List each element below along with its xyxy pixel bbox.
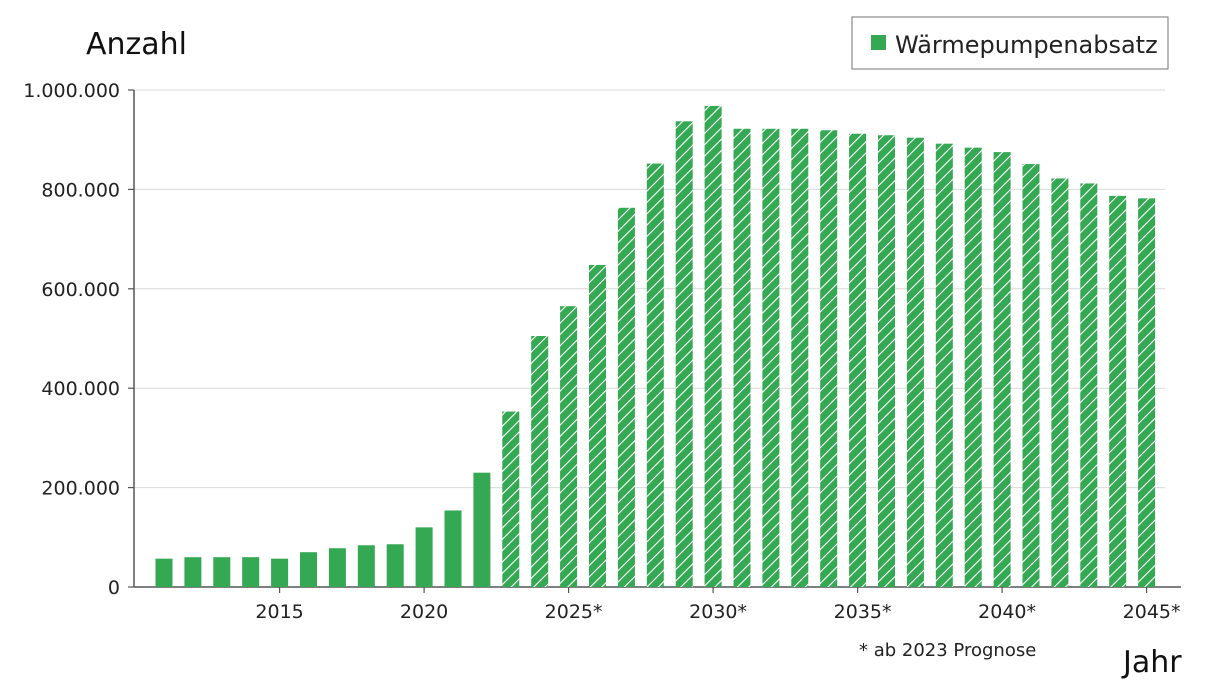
bar-2011 [155, 558, 173, 587]
bar-2019 [386, 544, 404, 587]
bar-2013 [213, 557, 231, 587]
bar-forecast-2023 [502, 411, 520, 587]
bar-2018 [357, 545, 375, 587]
bar-forecast-2029 [675, 121, 693, 587]
bar-forecast-2026 [589, 264, 606, 587]
forecast-note: * ab 2023 Prognose [859, 640, 1036, 661]
bar-forecast-2041 [1022, 164, 1040, 588]
legend-box [851, 16, 1169, 70]
x-tick-labels: 2015 2020 2025* 2030* 2035* 2040* 2045* [255, 601, 1180, 623]
bar-forecast-2034 [820, 130, 838, 587]
y-tick-label: 0 [108, 577, 120, 599]
bar-forecast-2025 [560, 306, 578, 587]
bar-forecast-2028 [646, 163, 664, 587]
bar-forecast-2037 [906, 137, 924, 587]
bar-forecast-2035 [849, 133, 867, 587]
x-tick-label: 2015 [255, 601, 303, 623]
bar-forecast-2042 [1051, 178, 1069, 587]
bar-2016 [300, 552, 317, 587]
bar-forecast-2044 [1109, 195, 1127, 587]
bar-forecast-2036 [878, 135, 895, 588]
bar-forecast-2039 [964, 147, 982, 588]
bar-2012 [184, 557, 202, 587]
legend: Wärmepumpenabsatz [851, 16, 1169, 70]
y-tick-label: 400.000 [41, 378, 120, 400]
y-tick-label: 800.000 [41, 179, 120, 201]
x-tick-label: 2045* [1123, 601, 1181, 623]
x-tick-label: 2025* [545, 601, 603, 623]
y-tick-label: 200.000 [41, 478, 120, 500]
bar-forecast-2027 [617, 207, 635, 587]
bar-forecast-2043 [1080, 183, 1098, 587]
bar-forecast-2040 [993, 152, 1011, 587]
bar-forecast-2045 [1138, 198, 1156, 587]
bar-forecast-2031 [733, 128, 751, 588]
bars [155, 105, 1156, 588]
bar-2022 [473, 472, 491, 587]
bar-2014 [242, 557, 260, 587]
bar-2021 [444, 510, 462, 587]
y-axis-label: Anzahl [86, 27, 187, 62]
x-tick-label: 2030* [689, 601, 747, 623]
y-tick-label: 1.000.000 [23, 80, 120, 102]
legend-swatch [871, 35, 886, 50]
bar-forecast-2038 [935, 143, 953, 587]
bar-forecast-2033 [791, 128, 809, 588]
y-tick-label: 600.000 [41, 279, 120, 301]
bar-2017 [328, 548, 346, 587]
bar-forecast-2030 [704, 105, 722, 588]
legend-label: Wärmepumpenabsatz [895, 31, 1158, 59]
bar-forecast-2032 [762, 128, 780, 588]
x-tick-label: 2020 [400, 601, 448, 623]
x-tick-label: 2040* [978, 601, 1036, 623]
bar-2015 [271, 558, 289, 587]
x-axis-label: Jahr [1121, 645, 1182, 680]
y-tick-labels: 0 200.000 400.000 600.000 800.000 1.000.000 [23, 80, 120, 599]
x-tick-label: 2035* [834, 601, 892, 623]
bar-2020 [415, 527, 433, 587]
bar-forecast-2024 [531, 336, 549, 587]
